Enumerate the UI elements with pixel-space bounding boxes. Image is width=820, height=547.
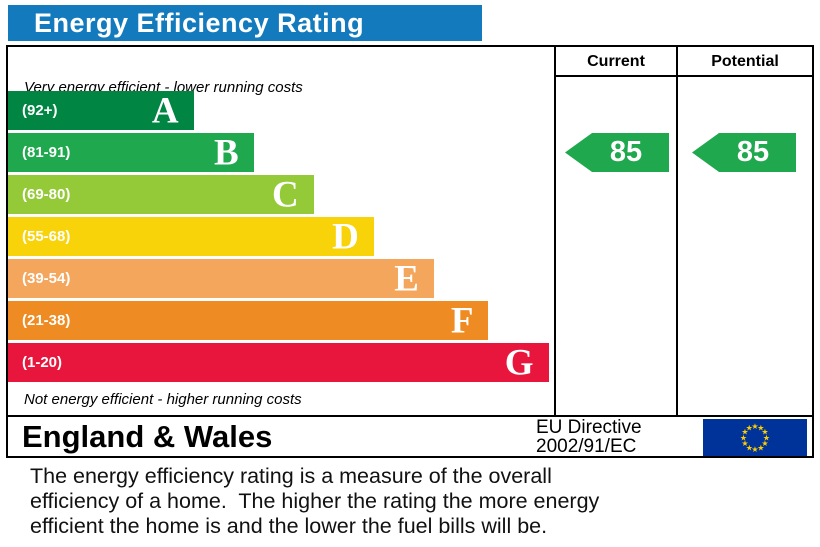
band-C: (69-80) C [8,175,314,214]
band-E: (39-54) E [8,259,434,298]
band-range-label: (39-54) [22,270,71,287]
potential-rating-value: 85 [736,136,770,168]
potential-rating-arrow: 85 [692,133,796,172]
band-letter: B [214,132,239,173]
band-F: (21-38) F [8,300,489,341]
svg-text:★: ★ [757,443,764,452]
svg-text:★: ★ [751,445,758,454]
chart-title: Energy Efficiency Rating [34,7,365,38]
bottom-note: Not energy efficient - higher running co… [24,391,302,408]
rating-bands: (92+) A (81-91) B (69-80) C (55-68) D (39-54) E (2… [8,91,554,385]
svg-text:★: ★ [741,439,748,448]
svg-text:★: ★ [763,433,770,442]
band-range-label: (1-20) [22,354,63,371]
svg-text:★: ★ [741,428,748,437]
eu-flag-icon: ★★★★★★★★★★★★ [703,419,807,456]
eu-directive-label: EU Directive 2002/91/EC [536,418,642,456]
description-text: The energy efficiency rating is a measur… [30,464,600,538]
band-letter: F [450,300,474,341]
svg-text:★: ★ [751,422,758,431]
svg-text:★: ★ [761,428,768,437]
svg-text:★: ★ [746,423,753,432]
eu-directive-line2: 2002/91/EC [536,436,637,457]
rating-table: Current Potential Very energy efficient … [6,45,814,458]
band-letter: G [504,342,534,383]
chart-title-bar: Energy Efficiency Rating [8,5,482,41]
svg-text:★: ★ [757,423,764,432]
band-range-label: (21-38) [22,312,71,329]
column-header-underline [554,75,812,77]
potential-column-divider [676,47,678,415]
current-column-header: Current [587,53,645,70]
current-rating-value: 85 [609,136,643,168]
band-G: (1-20) G [8,343,549,382]
band-B: (81-91) B [8,133,254,172]
band-letter: A [151,90,179,131]
band-A: (92+) A [8,91,194,130]
band-letter: D [332,216,359,257]
eu-directive-line1: EU Directive [536,417,642,438]
band-letter: C [272,174,299,215]
region-label: England & Wales [22,419,273,454]
potential-column-header: Potential [711,53,779,70]
band-range-label: (92+) [22,102,58,119]
band-range-label: (81-91) [22,144,71,161]
svg-text:★: ★ [761,439,768,448]
current-rating-arrow: 85 [565,133,669,172]
svg-text:★: ★ [746,443,753,452]
current-column-divider [554,47,556,415]
band-letter: E [394,258,419,299]
band-range-label: (55-68) [22,228,71,245]
band-D: (55-68) D [8,217,374,256]
footer-row: England & Wales EU Directive 2002/91/EC … [8,415,812,456]
band-range-label: (69-80) [22,186,71,203]
svg-text:★: ★ [740,433,747,442]
